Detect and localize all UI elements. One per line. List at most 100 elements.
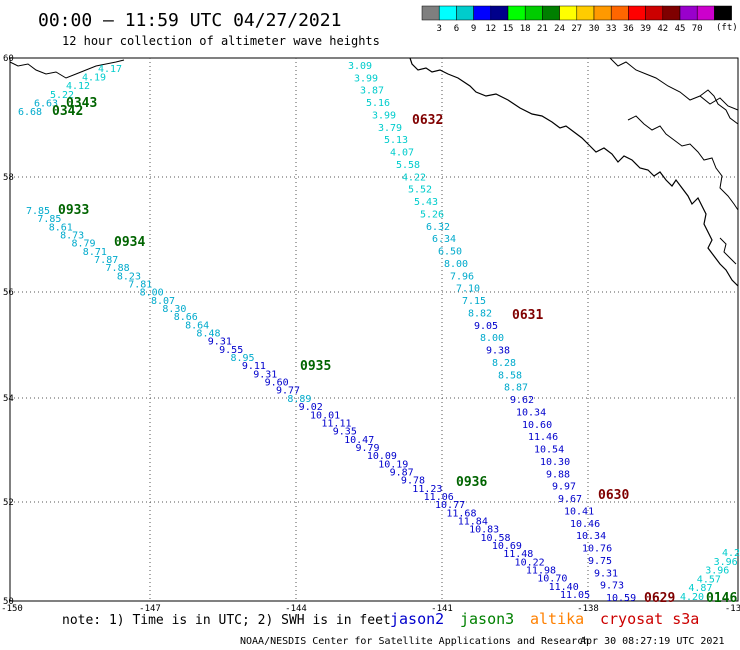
latitude-label: 50 (3, 597, 14, 607)
colorbar-swatch (628, 5, 646, 21)
swh-value: 7.85 (37, 214, 61, 225)
swh-value: 9.78 (401, 476, 425, 487)
swh-value: 11.05 (560, 590, 590, 601)
swh-value: 4.07 (390, 148, 414, 159)
swh-value: 9.55 (219, 345, 243, 356)
swh-value: 8.79 (71, 239, 95, 250)
swh-value: 9.31 (594, 568, 618, 579)
swh-value: 7.87 (94, 255, 118, 266)
swh-value: 9.77 (276, 386, 300, 397)
swh-value: 9.02 (299, 402, 323, 413)
swh-value: 4.20 (680, 592, 704, 603)
swh-value: 5.22 (50, 90, 74, 101)
swh-value: 11.11 (321, 418, 351, 429)
swh-value: 5.52 (408, 185, 432, 196)
swh-value: 5.26 (420, 209, 444, 220)
longitude-label: -138 (577, 604, 599, 614)
island-fragment (719, 237, 737, 265)
swh-value: 7.85 (26, 206, 50, 217)
swh-value: 9.88 (546, 469, 570, 480)
swh-value: 10.77 (435, 500, 465, 511)
colorbar-swatch (524, 5, 543, 21)
swh-value: 10.34 (576, 531, 606, 542)
colorbar-swatch (421, 5, 440, 21)
swh-value: 8.48 (196, 329, 220, 340)
colorbar-swatch (456, 5, 474, 21)
swh-value: 6.68 (18, 107, 42, 118)
colorbar-label: 6 (454, 24, 459, 34)
longitude-label: -13 (725, 604, 740, 614)
swh-value: 11.84 (458, 516, 488, 527)
time-label: 0343 (66, 96, 97, 111)
swh-value: 10.22 (515, 557, 545, 568)
legend-item: jason2 (390, 610, 444, 628)
alaska-coastline (409, 57, 739, 287)
swh-value: 9.73 (600, 581, 624, 592)
colorbar-swatch (679, 5, 698, 21)
colorbar-swatch (714, 5, 732, 21)
swh-value: 8.00 (140, 288, 164, 299)
swh-value: 10.58 (480, 533, 510, 544)
colorbar-label: 36 (623, 24, 634, 34)
swh-value: 8.73 (60, 231, 84, 242)
longitude-label: -144 (285, 604, 307, 614)
legend-item: jason3 (460, 610, 514, 628)
latitude-labels: 60 58 56 54 52 50 (3, 54, 14, 607)
swh-value: 7.81 (128, 280, 152, 291)
swh-value: 10.70 (537, 574, 567, 585)
swh-value: 8.58 (498, 370, 522, 381)
colorbar: 3 6 9 12 15 18 21 24 27 30 33 36 39 42 45 70 (421, 5, 732, 34)
swh-value: 3.96 (714, 557, 738, 568)
swh-value: 5.43 (414, 197, 438, 208)
colorbar-label: 21 (537, 24, 548, 34)
swh-value: 4.22 (402, 172, 426, 183)
colorbar-swatch (645, 5, 664, 21)
colorbar-label: 12 (485, 24, 496, 34)
longitude-labels: -150 -147 -144 -141 -138 -13 (1, 604, 740, 614)
alaska-inland-coast (609, 57, 739, 111)
swh-value: 8.61 (49, 222, 73, 233)
time-label: 0631 (512, 308, 543, 323)
swh-value: 6.50 (438, 247, 462, 258)
swh-value: 10.30 (540, 457, 570, 468)
swh-value: 3.99 (354, 73, 378, 84)
colorbar-label: 70 (692, 24, 703, 34)
map-frame (9, 57, 739, 602)
map-grid (10, 58, 738, 601)
swh-value: 7.10 (456, 284, 480, 295)
footer-timestamp: Apr 30 08:27:19 UTC 2021 (580, 636, 725, 647)
island-coastline (627, 115, 739, 211)
swh-value: 9.75 (588, 556, 612, 567)
swh-value: 3.96 (705, 566, 729, 577)
latitude-label: 58 (3, 173, 14, 183)
swh-value: 5.16 (366, 98, 390, 109)
swh-value: 10.41 (564, 506, 594, 517)
swh-value: 9.97 (552, 482, 576, 493)
colorbar-swatch (542, 5, 560, 21)
swh-value: 9.11 (242, 361, 266, 372)
swh-value: 10.59 (606, 593, 636, 604)
swh-value: 4.87 (688, 583, 712, 594)
swh-value: 9.38 (486, 346, 510, 357)
swh-value: 4.21 (722, 548, 740, 559)
swh-value: 4.19 (82, 73, 106, 84)
swh-value: 9.79 (355, 443, 379, 454)
colorbar-swatch (490, 5, 509, 21)
footer-note: note: 1) Time is in UTC; 2) SWH is in fe… (62, 613, 391, 628)
swh-value: 8.30 (162, 304, 186, 315)
swh-value: 10.47 (344, 435, 374, 446)
time-label: 0933 (58, 203, 89, 218)
swh-value: 10.76 (582, 544, 612, 555)
colorbar-swatch (610, 5, 629, 21)
swh-value: 3.79 (378, 123, 402, 134)
colorbar-swatch (473, 5, 492, 21)
colorbar-unit: (ft) (716, 23, 738, 33)
swh-value: 10.09 (367, 451, 397, 462)
colorbar-label: 18 (520, 24, 531, 34)
wave-height-tracks: 4.174.194.125.226.636.687.857.858.618.73… (18, 61, 740, 604)
swh-value: 4.17 (98, 64, 122, 75)
swh-value: 9.87 (390, 467, 414, 478)
swh-value: 3.87 (360, 86, 384, 97)
colorbar-swatch (593, 5, 612, 21)
